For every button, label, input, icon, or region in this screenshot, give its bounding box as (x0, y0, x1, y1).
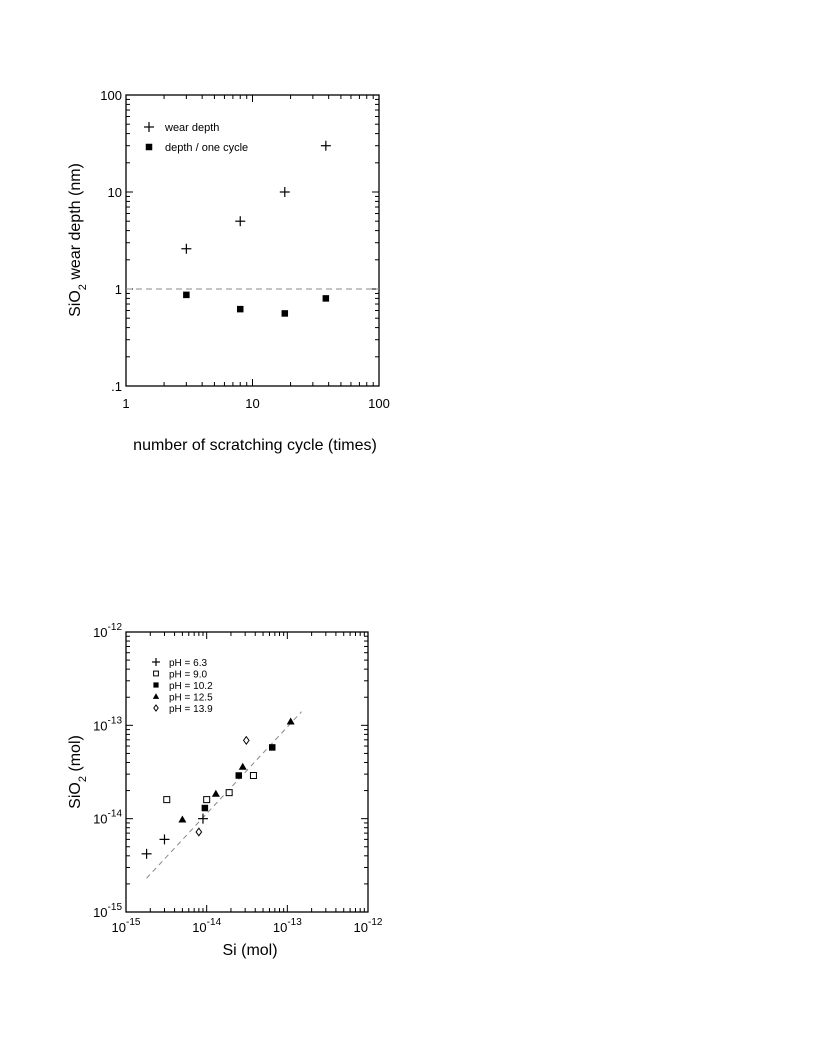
chart1-x-axis-label: number of scratching cycle (times) (133, 437, 377, 454)
c2-legend-label: pH = 10.2 (169, 681, 213, 692)
c2-legend-label: pH = 13.9 (169, 704, 213, 715)
c2-legend-marker-2 (153, 682, 159, 688)
c2-y-tick-label: 10-13 (93, 715, 122, 733)
c2-legend-marker-0 (152, 658, 160, 666)
c2-point-s1-3 (249, 772, 257, 780)
c2-legend-label: pH = 12.5 (169, 693, 213, 704)
c2-point-s1-1 (203, 796, 211, 804)
c1-point-s0-2 (279, 187, 290, 197)
c1-legend-marker-0 (144, 122, 154, 132)
c1-legend-label: wear depth (164, 122, 219, 134)
c1-y-tick-label: 10 (108, 185, 122, 200)
c2-point-s2-2 (268, 744, 276, 751)
c1-x-tick-label: 100 (368, 396, 390, 411)
c1-x-tick-label: 1 (122, 396, 129, 411)
c2-legend-label: pH = 6.3 (169, 658, 208, 669)
c2-x-tick-label: 10-14 (192, 917, 221, 935)
c1-point-s0-3 (320, 140, 331, 151)
chart1-y-axis-label: SiO2 wear depth (nm) (67, 163, 89, 317)
chart2-points (141, 717, 295, 859)
c2-point-s1-0 (163, 796, 171, 804)
c1-point-s0-0 (181, 243, 192, 254)
chart-sio2-vs-si: 10-15 10-14 10-13 10-12 10-15 10-14 10-13 10-12… (67, 622, 383, 959)
chart2-plot-frame (125, 631, 369, 913)
c2-point-s3-1 (211, 789, 220, 797)
c2-fit-line-path (146, 711, 302, 879)
c2-x-tick-label: 10-12 (354, 917, 383, 935)
c2-point-s4-1 (242, 735, 250, 745)
c2-y-tick-label: 10-12 (93, 622, 122, 640)
c2-point-s2-1 (235, 772, 243, 779)
c2-point-s0-2 (197, 813, 208, 824)
c1-point-s1-1 (236, 305, 244, 313)
c1-legend-marker-1 (145, 143, 153, 151)
c2-x-tick-label: 10-15 (112, 917, 141, 935)
c2-legend-marker-1 (153, 670, 159, 677)
c2-point-s0-0 (141, 848, 152, 859)
c1-legend-label: depth / one cycle (165, 142, 248, 154)
c1-y-tick-label: .1 (111, 379, 122, 394)
c2-point-s3-2 (238, 762, 247, 770)
c2-y-tick-label: 10-14 (93, 809, 122, 827)
c2-point-s1-2 (225, 789, 233, 797)
c2-legend-marker-4 (153, 704, 159, 712)
c1-x-tick-label: 10 (245, 396, 259, 411)
c2-y-tick-label: 10-15 (93, 902, 122, 920)
c1-point-s0-1 (235, 216, 246, 227)
chart2-legend: pH = 6.3pH = 9.0pH = 10.2pH = 12.5pH = 1… (152, 658, 213, 715)
chart2-y-axis-label: SiO2 (mol) (67, 735, 89, 809)
c2-point-s0-1 (159, 834, 170, 845)
c2-x-tick-label: 10-13 (273, 917, 302, 935)
chart2-fit-line (146, 711, 302, 879)
c1-point-s1-0 (183, 291, 190, 299)
c1-point-s1-2 (281, 310, 289, 317)
c2-legend-marker-3 (152, 693, 160, 699)
c2-legend-label: pH = 9.0 (169, 670, 208, 681)
c2-point-s2-0 (201, 804, 209, 812)
c1-point-s1-3 (322, 295, 330, 302)
chart1-plot-frame (125, 94, 380, 387)
c2-point-s3-0 (178, 815, 187, 823)
c2-point-s4-0 (195, 827, 203, 837)
chart2-x-axis-label: Si (mol) (222, 942, 277, 959)
chart2-ticks: 10-15 10-14 10-13 10-12 10-15 10-14 10-13 10-12 (93, 622, 383, 935)
chart1-legend: wear depth depth / one cycle (144, 122, 248, 154)
c1-y-tick-label: 1 (115, 282, 122, 297)
chart1-points (181, 140, 331, 317)
c2-point-s3-3 (286, 717, 295, 725)
c1-y-tick-label: 100 (100, 88, 122, 103)
